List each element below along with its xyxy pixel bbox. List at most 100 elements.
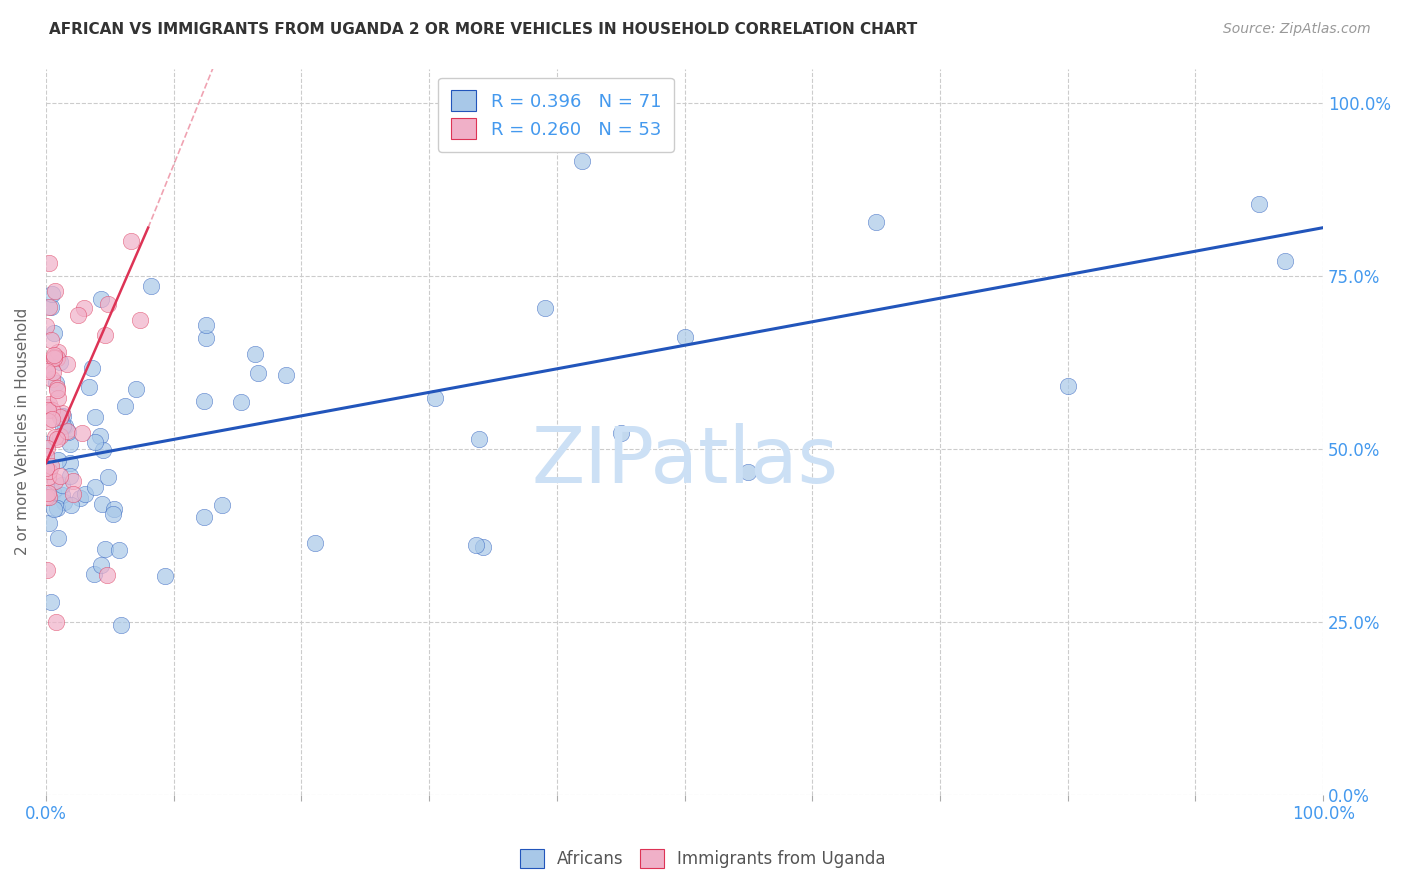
Point	[84, 435, 107, 450]
Point	[114, 399, 136, 413]
Point	[73, 487, 96, 501]
Point	[96, 568, 118, 582]
Point	[468, 432, 491, 446]
Point	[425, 391, 447, 405]
Point	[97, 470, 120, 484]
Point	[1056, 378, 1078, 392]
Point	[193, 394, 215, 409]
Point	[77, 380, 100, 394]
Legend: R = 0.396   N = 71, R = 0.260   N = 53: R = 0.396 N = 71, R = 0.260 N = 53	[439, 78, 673, 152]
Point	[42, 485, 65, 500]
Point	[247, 366, 270, 380]
Point	[41, 411, 63, 425]
Point	[59, 457, 82, 471]
Point	[41, 365, 63, 379]
Point	[45, 432, 67, 446]
Point	[274, 368, 297, 382]
Point	[41, 287, 63, 301]
Point	[35, 364, 58, 378]
Point	[52, 419, 75, 434]
Text: ZIPatlas: ZIPatlas	[531, 423, 838, 499]
Point	[37, 441, 59, 455]
Legend: Africans, Immigrants from Uganda: Africans, Immigrants from Uganda	[513, 842, 893, 875]
Point	[73, 301, 96, 315]
Point	[103, 508, 125, 522]
Point	[94, 542, 117, 557]
Point	[46, 383, 69, 397]
Point	[42, 350, 65, 364]
Point	[48, 355, 70, 369]
Point	[42, 326, 65, 341]
Point	[90, 558, 112, 572]
Point	[56, 425, 79, 439]
Point	[84, 409, 107, 424]
Point	[46, 391, 69, 405]
Point	[1249, 197, 1271, 211]
Point	[62, 487, 84, 501]
Point	[56, 425, 79, 439]
Point	[195, 331, 218, 345]
Y-axis label: 2 or more Vehicles in Household: 2 or more Vehicles in Household	[15, 308, 30, 556]
Point	[59, 469, 82, 483]
Point	[51, 406, 73, 420]
Point	[471, 541, 494, 555]
Point	[304, 536, 326, 550]
Point	[41, 372, 63, 386]
Point	[51, 488, 73, 502]
Point	[46, 381, 69, 395]
Point	[155, 568, 177, 582]
Point	[193, 510, 215, 524]
Point	[46, 351, 69, 365]
Point	[69, 491, 91, 505]
Point	[83, 479, 105, 493]
Point	[41, 402, 63, 417]
Text: Source: ZipAtlas.com: Source: ZipAtlas.com	[1223, 22, 1371, 37]
Point	[39, 595, 62, 609]
Point	[94, 328, 117, 343]
Point	[44, 429, 66, 443]
Point	[38, 490, 60, 504]
Point	[35, 400, 58, 414]
Point	[1274, 253, 1296, 268]
Point	[110, 617, 132, 632]
Point	[35, 449, 58, 463]
Point	[49, 409, 72, 423]
Point	[39, 333, 62, 347]
Point	[139, 279, 162, 293]
Point	[103, 501, 125, 516]
Point	[39, 458, 62, 473]
Point	[38, 464, 60, 478]
Point	[53, 418, 76, 433]
Point	[571, 153, 593, 168]
Point	[44, 284, 66, 298]
Point	[91, 443, 114, 458]
Point	[46, 452, 69, 467]
Point	[35, 362, 58, 376]
Point	[865, 215, 887, 229]
Point	[80, 360, 103, 375]
Point	[90, 292, 112, 306]
Point	[194, 318, 217, 332]
Point	[45, 500, 67, 515]
Point	[534, 301, 557, 316]
Point	[56, 357, 79, 371]
Point	[52, 409, 75, 423]
Point	[464, 538, 486, 552]
Point	[42, 351, 65, 365]
Point	[37, 414, 59, 428]
Point	[66, 308, 89, 322]
Point	[37, 403, 59, 417]
Point	[37, 563, 59, 577]
Point	[38, 397, 60, 411]
Point	[35, 461, 58, 475]
Point	[89, 429, 111, 443]
Point	[49, 410, 72, 425]
Point	[211, 498, 233, 512]
Point	[38, 256, 60, 270]
Point	[35, 437, 58, 451]
Point	[44, 347, 66, 361]
Point	[83, 567, 105, 582]
Point	[737, 465, 759, 479]
Point	[37, 485, 59, 500]
Point	[46, 532, 69, 546]
